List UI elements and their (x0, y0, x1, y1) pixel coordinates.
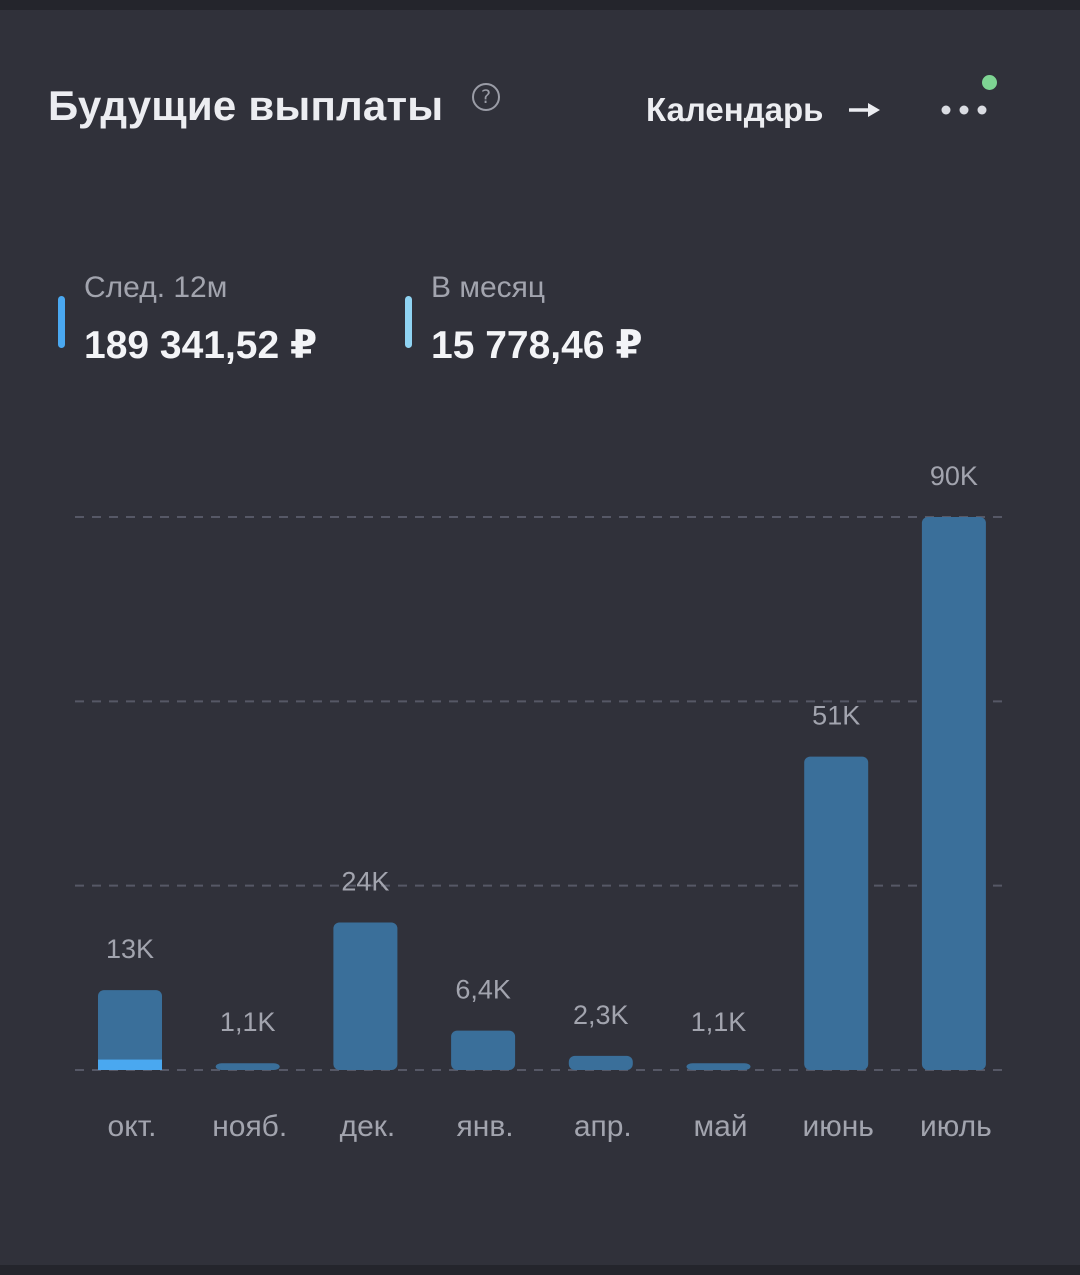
bar-3 (451, 1030, 516, 1070)
bar-4 (568, 1055, 633, 1070)
payouts-card (0, 10, 1080, 1265)
payouts-bar-chart: 13K окт. 1,1K нояб. 24K дек. 6,4K янв. 2,3K апр. 1… (75, 461, 1010, 1143)
stat-next-12m-label: След. 12м (84, 271, 228, 304)
stat-next-12m-value: 189 341,52 ₽ (84, 324, 318, 367)
bar-7 (921, 517, 986, 1070)
x-tick-label-0: окт. (108, 1110, 157, 1143)
stat-next-12m-marker (58, 296, 65, 348)
x-tick-label-1: нояб. (212, 1110, 287, 1143)
data-label-0: 13K (106, 934, 154, 964)
x-tick-label-4: апр. (574, 1110, 632, 1143)
data-label-3: 6,4K (455, 975, 511, 1005)
bar-2 (333, 922, 398, 1070)
bar-6 (804, 756, 869, 1070)
x-tick-label-6: июнь (802, 1110, 873, 1143)
question-circle-icon[interactable]: ? (472, 83, 500, 111)
data-label-2: 24K (341, 867, 389, 897)
x-tick-label-2: дек. (340, 1110, 396, 1143)
data-label-7: 90K (930, 461, 978, 491)
calendar-label: Календарь (646, 91, 824, 128)
stat-per-month-marker (405, 296, 412, 348)
stat-per-month-label: В месяц (431, 271, 546, 304)
data-label-5: 1,1K (691, 1007, 747, 1037)
data-label-1: 1,1K (220, 1007, 276, 1037)
x-tick-label-5: май (693, 1110, 747, 1143)
calendar-link[interactable]: Календарь (646, 86, 881, 134)
top-separator (0, 0, 1080, 10)
stat-per-month-value: 15 778,46 ₽ (431, 324, 643, 367)
data-label-4: 2,3K (573, 1000, 629, 1030)
bar-0 (98, 990, 162, 1070)
bar-5 (686, 1063, 751, 1070)
arrow-right-icon (849, 103, 881, 117)
x-tick-label-3: янв. (457, 1110, 514, 1143)
bar-1 (215, 1063, 280, 1070)
x-tick-label-7: июль (920, 1110, 992, 1143)
bar-highlight-0 (98, 1059, 162, 1070)
bottom-separator (0, 1265, 1080, 1275)
notification-dot (982, 75, 997, 90)
more-dots-icon[interactable] (938, 92, 990, 128)
data-label-6: 51K (812, 701, 860, 731)
card-title: Будущие выплаты (48, 82, 444, 129)
